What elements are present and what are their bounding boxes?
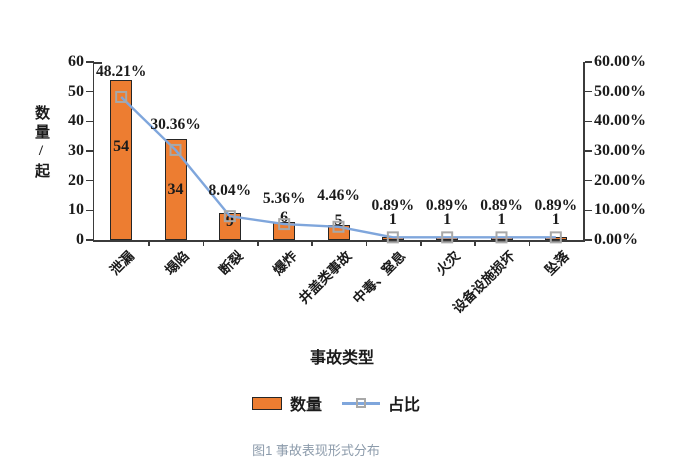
y-tick-label-left: 40 — [68, 112, 84, 130]
line-marker-icon — [441, 231, 454, 244]
percent-label: 48.21% — [95, 62, 147, 80]
y-tick-label-right: 30.00% — [594, 142, 646, 159]
bar-value-label: 6 — [280, 209, 289, 227]
percent-label: 0.89% — [480, 197, 523, 215]
line-marker-icon — [115, 90, 128, 103]
x-axis-line — [92, 240, 585, 242]
y-tick-right — [584, 209, 592, 212]
y-axis-left-line — [92, 62, 94, 242]
y-tick-label-left: 0 — [76, 231, 84, 248]
percent-label: 8.04% — [208, 182, 252, 200]
x-tick — [148, 240, 150, 246]
y-tick-label-right: 40.00% — [594, 112, 646, 130]
bar-value-label: 1 — [551, 211, 560, 229]
y-tick-left — [86, 239, 94, 241]
line-marker-icon — [278, 218, 291, 231]
line-marker-icon — [332, 220, 345, 233]
legend-bar-swatch-icon — [251, 396, 282, 410]
y-tick-label-right: 60.00% — [594, 53, 646, 70]
y-tick-left — [86, 150, 94, 152]
y-tick-label-right: 50.00% — [594, 82, 646, 100]
bar — [110, 79, 133, 240]
y-axis-top-tick — [94, 62, 102, 64]
y-tick-label-left: 20 — [68, 171, 84, 189]
percent-label: 0.89% — [371, 197, 415, 215]
x-category-label: 塌陷 — [161, 248, 192, 278]
line-marker-icon — [169, 143, 182, 156]
x-tick — [311, 240, 313, 246]
y-tick-label-left: 60 — [68, 53, 84, 70]
y-axis-title: 数量/起 — [33, 105, 49, 182]
y-tick-right — [584, 179, 592, 182]
percent-label: 0.89% — [534, 197, 578, 215]
y-axis-right-line — [583, 62, 585, 242]
legend-line-stroke — [342, 402, 380, 405]
percent-label: 4.46% — [317, 186, 360, 204]
y-tick-right — [584, 239, 592, 241]
y-tick-label-left: 50 — [68, 82, 84, 100]
bar — [164, 139, 187, 240]
x-axis-title: 事故类型 — [309, 350, 374, 367]
x-category-label: 火灾 — [433, 248, 464, 278]
y-tick-left — [86, 120, 94, 123]
line-marker-icon — [549, 231, 562, 244]
x-tick — [365, 240, 368, 246]
percentage-line — [120, 96, 556, 239]
y-tick-right — [584, 150, 592, 152]
line-marker-icon — [495, 231, 508, 244]
y-tick-left — [86, 209, 94, 212]
x-tick — [257, 240, 259, 246]
bar-value-label: 54 — [113, 138, 130, 156]
x-tick — [202, 240, 205, 246]
y-tick-label-right: 0.00% — [594, 231, 638, 248]
y-tick-right — [584, 90, 592, 93]
y-tick-label-left: 30 — [68, 142, 84, 159]
legend-line-swatch-icon — [342, 396, 380, 410]
legend-label-quantity: 数量 — [289, 397, 322, 414]
x-category-label: 坠落 — [542, 248, 572, 278]
y-tick-label-right: 10.00% — [594, 201, 646, 219]
y-tick-right — [584, 120, 592, 123]
legend-label-percentage: 占比 — [388, 397, 421, 414]
y-tick-label-left: 10 — [68, 201, 84, 219]
bar-value-label: 1 — [497, 211, 506, 229]
percent-label: 30.36% — [150, 115, 201, 133]
bar-value-label: 1 — [388, 211, 397, 229]
y-tick-label-right: 20.00% — [594, 171, 646, 189]
x-category-label: 泄漏 — [107, 248, 138, 278]
figure-caption: 图1 事故表现形式分布 — [252, 443, 380, 458]
legend: 数量 占比 — [0, 391, 672, 415]
line-marker-icon — [386, 231, 399, 244]
x-category-label: 断裂 — [216, 248, 246, 278]
x-tick — [528, 240, 531, 246]
y-tick-left — [86, 179, 94, 182]
x-category-label: 中毒、窒息 — [350, 248, 409, 307]
x-category-label: 爆炸 — [270, 248, 301, 278]
bar-value-label: 5 — [334, 212, 343, 230]
y-tick-left — [86, 61, 94, 63]
x-category-label: 井盖类事故 — [296, 248, 355, 307]
x-tick — [420, 240, 422, 246]
line-marker-icon — [223, 210, 236, 223]
x-tick — [474, 240, 476, 246]
bar-value-label: 1 — [443, 211, 452, 229]
legend-line-marker-icon — [356, 398, 366, 408]
y-tick-right — [584, 61, 592, 63]
y-tick-left — [86, 90, 94, 93]
percentage-line-series — [115, 90, 562, 244]
bar-value-label: 34 — [167, 180, 184, 198]
percent-label: 0.89% — [425, 197, 469, 215]
percent-label: 5.36% — [262, 190, 306, 208]
